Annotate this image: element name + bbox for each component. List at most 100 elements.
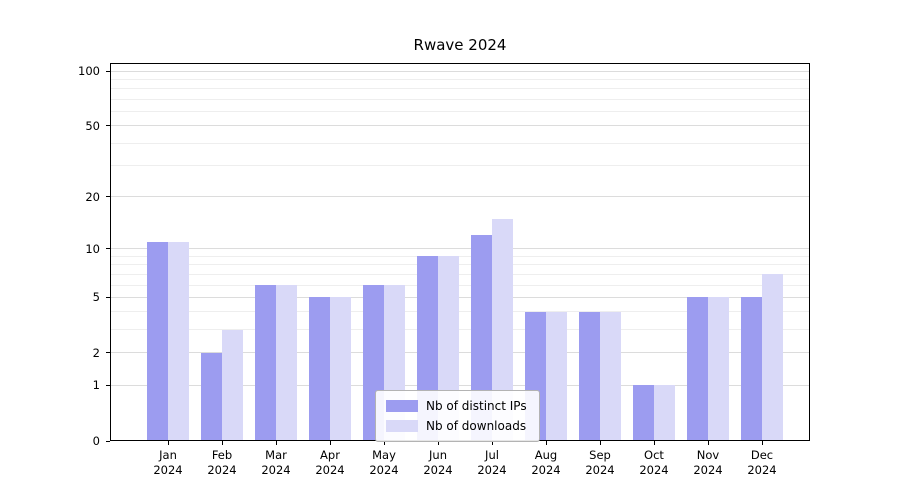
x-tick-label-oct-2024: Oct 2024 (622, 448, 686, 478)
bar-downloads-nov-2024 (708, 297, 729, 441)
x-tick-mark-may (383, 441, 385, 445)
x-tick-month: Jul (485, 448, 499, 462)
bar-downloads-dec-2024 (762, 274, 783, 441)
y-tick-label-5: 5 (92, 290, 100, 305)
legend-label-downloads: Nb of downloads (426, 419, 527, 433)
plot-area: Nb of distinct IPs Nb of downloads (110, 63, 810, 442)
x-tick-label-feb-2024: Feb 2024 (190, 448, 254, 478)
gridline-70 (110, 98, 810, 100)
bar-downloads-jan-2024 (168, 241, 189, 441)
x-tick-label-mar-2024: Mar 2024 (244, 448, 308, 478)
x-tick-year: 2024 (423, 463, 453, 477)
gridline-50 (110, 125, 810, 127)
bar-downloads-sep-2024 (600, 312, 621, 441)
x-tick-year: 2024 (369, 463, 399, 477)
x-tick-month: Feb (211, 448, 233, 462)
x-tick-label-apr-2024: Apr 2024 (298, 448, 362, 478)
y-tick-mark-2 (106, 352, 110, 354)
x-tick-month: Jun (429, 448, 447, 462)
bar-downloads-apr-2024 (330, 297, 351, 441)
y-tick-mark-20 (106, 196, 110, 198)
x-tick-month: May (372, 448, 396, 462)
x-tick-month: Jan (159, 448, 177, 462)
x-tick-month: Apr (320, 448, 340, 462)
x-tick-mark-jun (437, 441, 439, 445)
gridline-40 (110, 142, 810, 144)
x-tick-year: 2024 (261, 463, 291, 477)
x-tick-year: 2024 (153, 463, 183, 477)
x-tick-mark-feb (221, 441, 223, 445)
bar-distinct-ips-nov-2024 (687, 297, 708, 441)
x-tick-mark-aug (545, 441, 547, 445)
y-tick-label-20: 20 (85, 189, 100, 204)
x-tick-month: Oct (644, 448, 664, 462)
x-tick-mark-apr (329, 441, 331, 445)
x-tick-mark-oct (653, 441, 655, 445)
gridline-3 (110, 329, 810, 331)
bars-layer (110, 63, 810, 441)
x-tick-year: 2024 (531, 463, 561, 477)
x-tick-label-dec-2024: Dec 2024 (730, 448, 794, 478)
gridline-2 (110, 352, 810, 354)
gridline-7 (110, 273, 810, 275)
bar-distinct-ips-jan-2024 (147, 241, 168, 441)
y-tick-mark-50 (106, 125, 110, 127)
bar-distinct-ips-sep-2024 (579, 312, 600, 441)
x-tick-mark-sep (599, 441, 601, 445)
y-tick-label-50: 50 (85, 118, 100, 133)
x-tick-label-jan-2024: Jan 2024 (136, 448, 200, 478)
gridline-100 (110, 70, 810, 72)
x-tick-year: 2024 (585, 463, 615, 477)
legend-swatch-distinct-ips (386, 400, 418, 412)
x-tick-mark-mar (275, 441, 277, 445)
x-tick-label-may-2024: May 2024 (352, 448, 416, 478)
x-tick-mark-nov (707, 441, 709, 445)
x-tick-year: 2024 (477, 463, 507, 477)
bar-distinct-ips-feb-2024 (201, 352, 222, 441)
legend-swatch-downloads (386, 420, 418, 432)
x-tick-mark-jul (491, 441, 493, 445)
gridline-1 (110, 384, 810, 386)
bar-distinct-ips-oct-2024 (633, 385, 654, 441)
y-tick-label-10: 10 (85, 241, 100, 256)
gridline-9 (110, 255, 810, 257)
legend: Nb of distinct IPs Nb of downloads (375, 390, 540, 442)
x-tick-mark-dec (761, 441, 763, 445)
y-tick-mark-10 (106, 248, 110, 250)
y-tick-mark-5 (106, 296, 110, 298)
bar-distinct-ips-dec-2024 (741, 297, 762, 441)
legend-item-distinct-ips: Nb of distinct IPs (386, 399, 527, 413)
y-tick-label-2: 2 (92, 345, 100, 360)
x-tick-month: Dec (750, 448, 774, 462)
gridline-5 (110, 296, 810, 298)
gridline-80 (110, 88, 810, 90)
x-tick-year: 2024 (315, 463, 345, 477)
x-tick-year: 2024 (693, 463, 723, 477)
gridline-90 (110, 78, 810, 80)
bar-downloads-oct-2024 (654, 385, 675, 441)
bar-downloads-mar-2024 (276, 285, 297, 441)
y-tick-label-0: 0 (92, 434, 100, 448)
x-tick-label-nov-2024: Nov 2024 (676, 448, 740, 478)
gridline-6 (110, 284, 810, 286)
y-tick-label-1: 1 (92, 378, 100, 393)
gridline-10 (110, 248, 810, 250)
x-tick-month: Sep (589, 448, 611, 462)
gridline-20 (110, 196, 810, 198)
x-tick-month: Aug (534, 448, 558, 462)
y-axis: 0 1 2 5 10 20 50 100 (0, 63, 110, 448)
x-tick-month: Mar (265, 448, 287, 462)
bar-distinct-ips-apr-2024 (309, 297, 330, 441)
gridline-60 (110, 110, 810, 112)
y-tick-mark-1 (106, 384, 110, 386)
bar-distinct-ips-jul-2024 (471, 235, 492, 441)
y-tick-mark-100 (106, 70, 110, 72)
x-tick-mark-jan (167, 441, 169, 445)
legend-item-downloads: Nb of downloads (386, 419, 527, 433)
bar-downloads-aug-2024 (546, 312, 567, 441)
bar-distinct-ips-mar-2024 (255, 285, 276, 441)
bar-downloads-feb-2024 (222, 329, 243, 441)
x-tick-year: 2024 (639, 463, 669, 477)
chart-title: Rwave 2024 (413, 36, 507, 54)
